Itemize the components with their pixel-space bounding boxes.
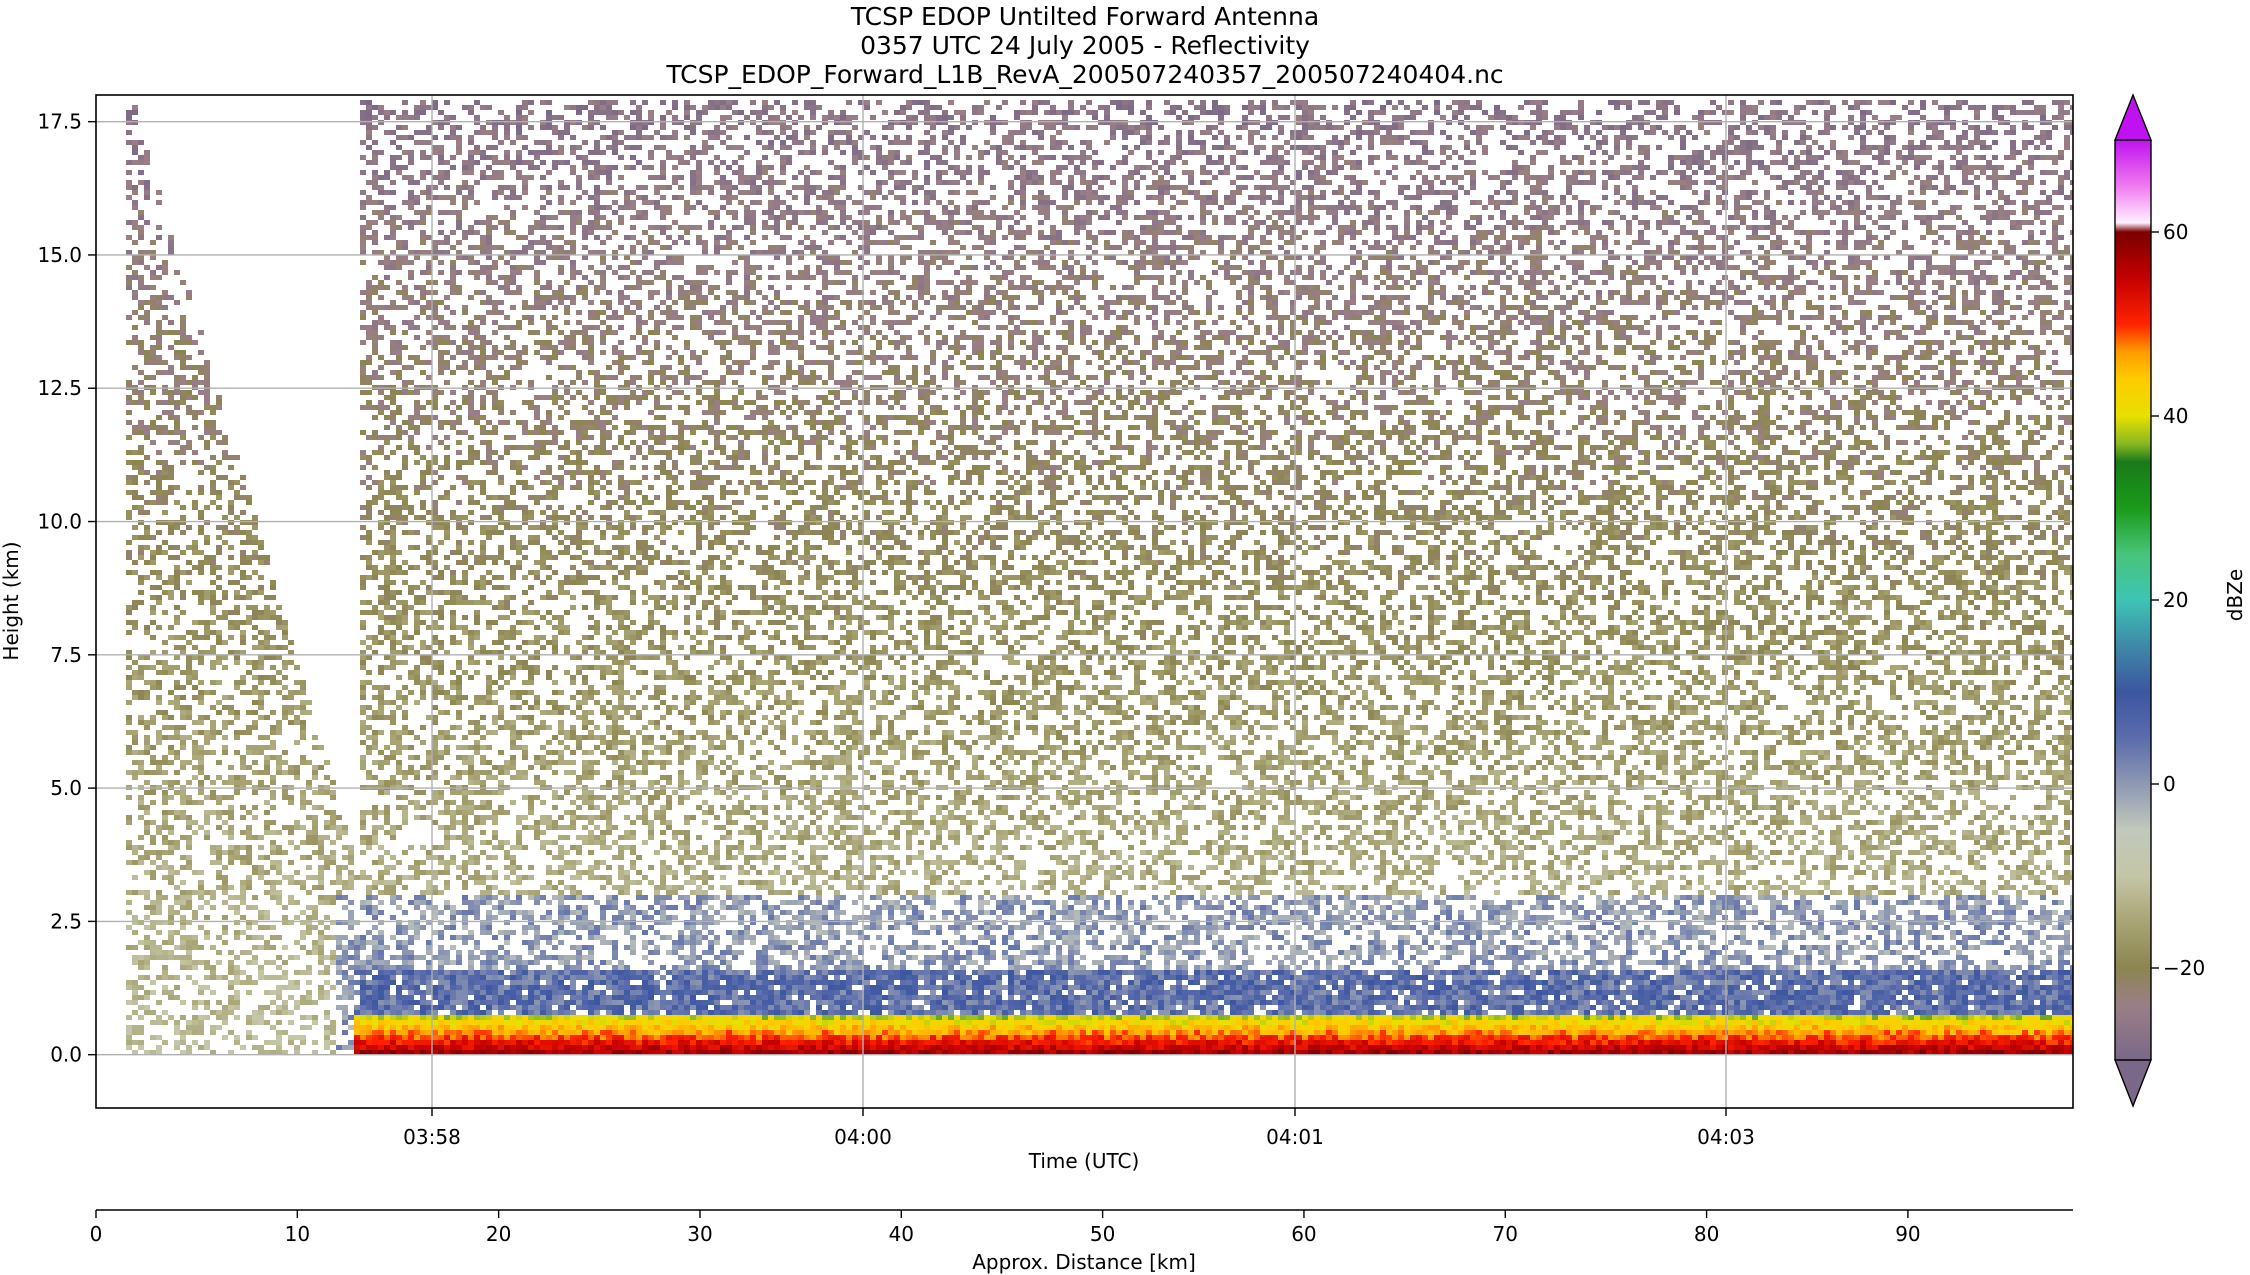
- colorbar-tick-label: 20: [2163, 588, 2188, 612]
- y-tick-label: 10.0: [37, 510, 82, 534]
- x-axis: 03:58 04:00 04:01 04:03: [403, 1108, 1755, 1149]
- colorbar-tick-label: 40: [2163, 404, 2188, 428]
- y-axis: 0.0 2.5 5.0 7.5 10.0 12.5 15.0 17.5: [37, 110, 96, 1067]
- distance-tick-label: 40: [889, 1222, 914, 1246]
- x-tick-label: 04:03: [1697, 1125, 1755, 1149]
- distance-tick-label: 50: [1090, 1222, 1115, 1246]
- y-tick-label: 15.0: [37, 243, 82, 267]
- grid-lines: [96, 95, 2073, 1108]
- distance-tick-label: 60: [1291, 1222, 1316, 1246]
- distance-tick-label: 90: [1895, 1222, 1920, 1246]
- colorbar-tick-label: 60: [2163, 220, 2188, 244]
- distance-tick-label: 0: [90, 1222, 103, 1246]
- colorbar-extend-max: [2113, 93, 2153, 141]
- colorbar-scale: [2115, 140, 2151, 1060]
- distance-tick-label: 30: [687, 1222, 712, 1246]
- colorbar-label: dBZe: [2223, 569, 2247, 621]
- y-tick-label: 7.5: [50, 643, 82, 667]
- y-tick-label: 5.0: [50, 776, 82, 800]
- chart-title-line-3: TCSP_EDOP_Forward_L1B_RevA_200507240357_…: [0, 60, 2170, 89]
- distance-axis: 0 10 20 30 40 50 60 70 80 90: [90, 1209, 2073, 1246]
- colorbar-tick-label: −20: [2163, 956, 2205, 980]
- colorbar-tick-label: 0: [2163, 772, 2176, 796]
- y-tick-label: 12.5: [37, 376, 82, 400]
- plot-frame: [95, 94, 2074, 1109]
- y-tick-label: 0.0: [50, 1043, 82, 1067]
- x-tick-label: 04:00: [834, 1125, 892, 1149]
- x-tick-label: 04:01: [1266, 1125, 1324, 1149]
- distance-tick-label: 70: [1493, 1222, 1518, 1246]
- y-tick-label: 17.5: [37, 110, 82, 134]
- colorbar: −20 0 20 40 60: [2113, 93, 2205, 1108]
- chart-title-line-2: 0357 UTC 24 July 2005 - Reflectivity: [0, 31, 2170, 60]
- y-tick-label: 2.5: [50, 909, 82, 933]
- x-tick-label: 03:58: [403, 1125, 461, 1149]
- reflectivity-field: [126, 100, 2073, 1055]
- colorbar-extend-min: [2113, 1059, 2153, 1108]
- x-axis-label: Time (UTC): [1028, 1149, 1140, 1173]
- distance-tick-label: 80: [1694, 1222, 1719, 1246]
- chart-title-line-1: TCSP EDOP Untilted Forward Antenna: [0, 2, 2170, 31]
- distance-axis-label: Approx. Distance [km]: [972, 1250, 1196, 1274]
- y-axis-label: Height (km): [0, 541, 23, 660]
- distance-tick-label: 20: [486, 1222, 511, 1246]
- distance-tick-label: 10: [285, 1222, 310, 1246]
